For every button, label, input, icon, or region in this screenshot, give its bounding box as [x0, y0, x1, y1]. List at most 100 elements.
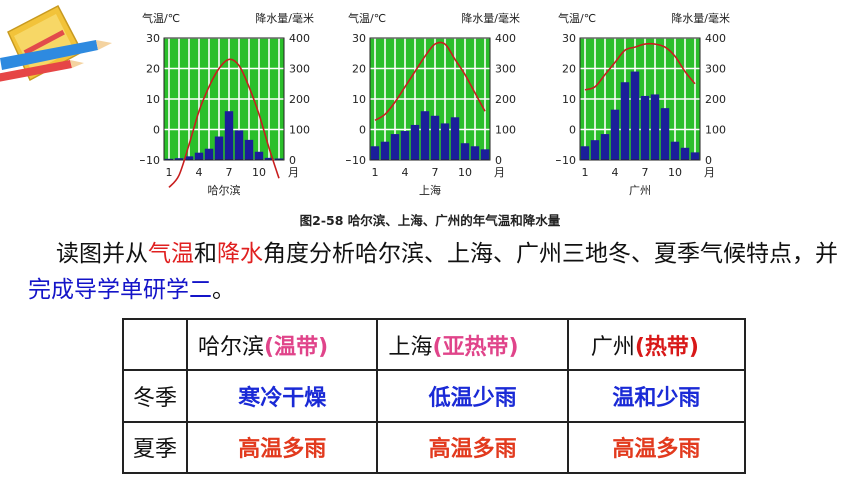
- precip-bar: [370, 146, 380, 160]
- precip-bar: [184, 156, 194, 160]
- precip-bar: [164, 158, 174, 160]
- precip-tick-label: 0: [705, 154, 712, 167]
- month-tick-label: 10: [458, 166, 472, 179]
- precip-bar: [600, 134, 610, 160]
- row-label: 夏季: [122, 420, 188, 475]
- temperature-line: [374, 41, 486, 122]
- precip-bar: [264, 157, 274, 160]
- header-zone: (热带): [634, 334, 699, 360]
- right-axis-title: 降水量/毫米: [671, 11, 730, 25]
- precip-tick-label: 300: [495, 63, 516, 76]
- x-axis-unit: 月: [494, 166, 505, 179]
- precip-tick-label: 200: [289, 93, 310, 106]
- precip-bar: [670, 141, 680, 160]
- precip-tick-label: 400: [705, 32, 726, 45]
- precip-bar: [420, 111, 430, 160]
- header-zone: (亚热带): [432, 334, 519, 360]
- table-row-winter: 冬季 寒冷干燥 低温少雨 温和少雨: [122, 369, 747, 423]
- precip-bar: [630, 71, 640, 160]
- precip-bar: [460, 143, 470, 160]
- precip-bar: [214, 136, 224, 160]
- table-header-row: 哈尔滨(温带) 上海(亚热带) 广州(热带): [122, 317, 747, 372]
- precip-bar: [660, 108, 670, 160]
- precip-bar: [620, 82, 630, 160]
- temp-tick-label: 30: [146, 32, 160, 45]
- month-tick-label: 7: [226, 166, 233, 179]
- climate-summary-table: 哈尔滨(温带) 上海(亚热带) 广州(热带) 冬季 寒冷干燥 低温少雨 温和少雨…: [122, 317, 747, 475]
- precip-bar: [274, 158, 284, 160]
- figure-caption: 图2-58 哈尔滨、上海、广州的年气温和降水量: [299, 213, 561, 228]
- temp-tick-label: −10: [346, 154, 366, 167]
- temp-tick-label: 20: [146, 63, 160, 76]
- left-axis-title: 气温/℃: [348, 11, 386, 25]
- table-cell: 寒冷干燥: [185, 369, 379, 423]
- temp-tick-label: 0: [359, 124, 366, 137]
- month-tick-label: 1: [166, 166, 173, 179]
- header-shanghai: 上海(亚热带): [376, 317, 569, 372]
- temp-tick-label: 30: [352, 32, 366, 45]
- precip-bar: [650, 94, 660, 160]
- header-city: 上海: [388, 334, 433, 360]
- temp-tick-label: 10: [146, 93, 160, 106]
- temp-tick-label: −10: [140, 154, 160, 167]
- right-axis-title: 降水量/毫米: [255, 11, 314, 25]
- climate-chart-guangzhou: 气温/℃ 降水量/毫米 −10 0 10 20 30 0 100 200 300 400 1 4 7 10 月广…: [553, 8, 736, 212]
- month-tick-label: 4: [402, 166, 409, 179]
- left-axis-title: 气温/℃: [142, 11, 180, 25]
- x-axis-unit: 月: [704, 166, 715, 179]
- temp-tick-label: −10: [556, 154, 576, 167]
- precip-bar: [400, 131, 410, 160]
- plot-frame: [579, 37, 701, 161]
- header-zone: (温带): [264, 334, 329, 360]
- month-tick-label: 10: [668, 166, 682, 179]
- header-city: 广州: [590, 334, 635, 360]
- table-cell: 高温多雨: [376, 420, 569, 475]
- right-axis-title: 降水量/毫米: [461, 11, 520, 25]
- precip-bar: [440, 123, 450, 160]
- precip-tick-label: 400: [289, 32, 310, 45]
- header-guangzhou: 广州(热带): [566, 317, 747, 372]
- table-corner-cell: [122, 317, 188, 372]
- precip-tick-label: 400: [495, 32, 516, 45]
- folder-pencil-icon: [0, 4, 112, 82]
- table-row-summer: 夏季 高温多雨 高温多雨 高温多雨: [122, 420, 747, 475]
- precip-bar: [470, 146, 480, 160]
- plot-frame: [369, 37, 491, 161]
- header-harbin: 哈尔滨(温带): [185, 317, 379, 372]
- temp-tick-label: 10: [562, 93, 576, 106]
- precip-bar: [390, 134, 400, 160]
- precip-tick-label: 100: [705, 124, 726, 137]
- precip-bar: [640, 95, 650, 160]
- temp-tick-label: 0: [569, 124, 576, 137]
- left-axis-title: 气温/℃: [558, 11, 596, 25]
- precip-tick-label: 200: [705, 93, 726, 106]
- keyword-temperature: 气温: [148, 241, 194, 267]
- temp-tick-label: 10: [352, 93, 366, 106]
- precip-bar: [480, 149, 490, 160]
- precip-bar: [244, 139, 254, 160]
- month-tick-label: 7: [432, 166, 439, 179]
- instruction-part-3: 角度分析哈尔滨、上海、广州三地冬、夏季气候特点，并: [263, 241, 838, 267]
- precip-bar: [224, 111, 234, 160]
- precip-tick-label: 0: [495, 154, 502, 167]
- table-cell: 温和少雨: [566, 369, 747, 423]
- table-cell: 低温少雨: [376, 369, 569, 423]
- month-tick-label: 1: [582, 166, 589, 179]
- precip-tick-label: 100: [289, 124, 310, 137]
- temp-tick-label: 20: [562, 63, 576, 76]
- temp-tick-label: 20: [352, 63, 366, 76]
- precip-bar: [204, 148, 214, 160]
- plot-frame: [163, 37, 285, 161]
- month-tick-label: 4: [196, 166, 203, 179]
- instruction-part-4: 。: [212, 277, 235, 303]
- month-tick-label: 7: [642, 166, 649, 179]
- precip-bar: [410, 124, 420, 160]
- temperature-line: [584, 42, 696, 91]
- precip-tick-label: 200: [495, 93, 516, 106]
- precip-bar: [450, 117, 460, 160]
- chart-city-label: 哈尔滨: [208, 183, 241, 197]
- precip-bar: [254, 151, 264, 160]
- table-cell: 高温多雨: [185, 420, 379, 475]
- climate-chart-shanghai: 气温/℃ 降水量/毫米 −10 0 10 20 30 0 100 200 300 400 1 4 7 10 月上…: [343, 8, 526, 212]
- month-tick-label: 1: [372, 166, 379, 179]
